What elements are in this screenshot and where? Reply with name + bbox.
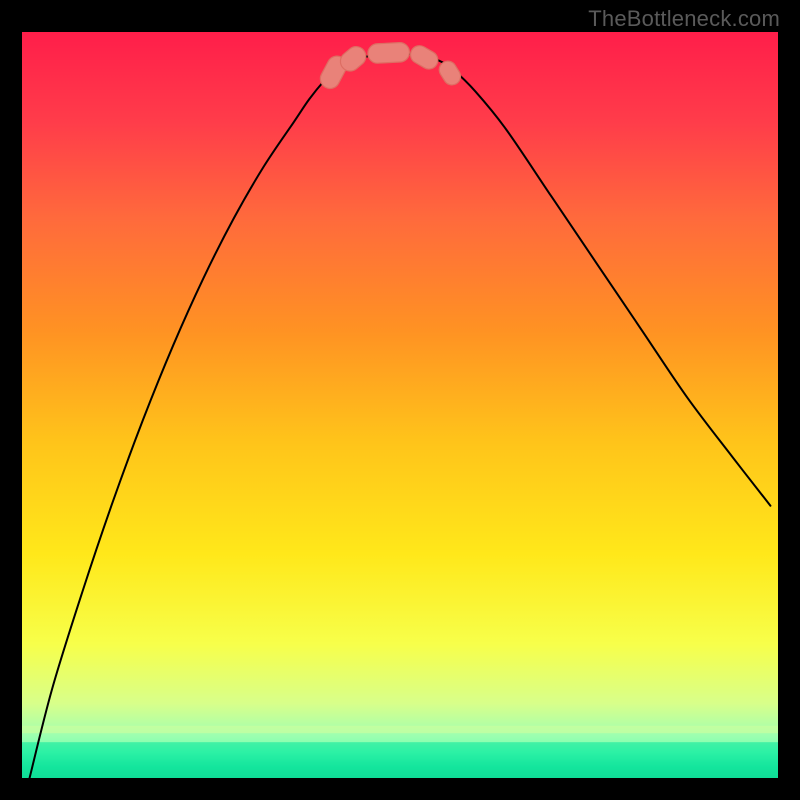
chart-plot [0, 0, 800, 800]
trough-marker-2 [367, 42, 410, 64]
chart-outer-frame: TheBottleneck.com [0, 0, 800, 800]
bottom-band-0 [22, 726, 778, 733]
bottom-band-2 [22, 742, 778, 778]
plot-background [22, 32, 778, 778]
bottom-band-1 [22, 733, 778, 742]
